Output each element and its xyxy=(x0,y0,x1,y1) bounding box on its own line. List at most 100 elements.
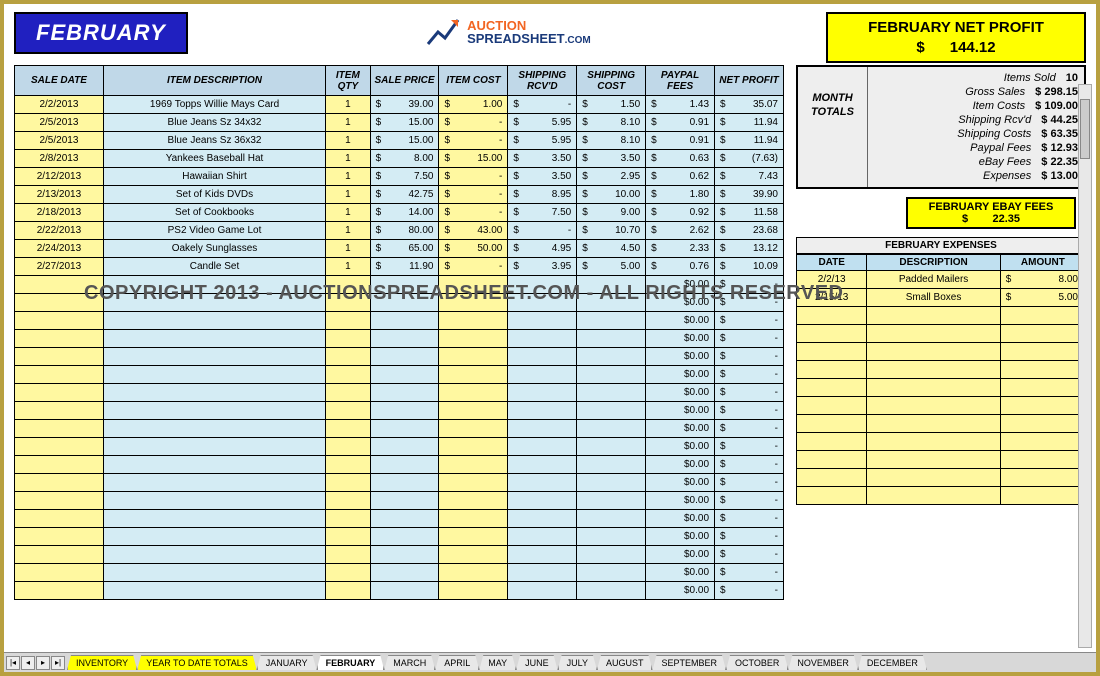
table-cell[interactable]: $- xyxy=(715,348,784,366)
table-cell[interactable]: $3.95 xyxy=(508,258,577,276)
table-cell[interactable] xyxy=(15,366,104,384)
table-cell[interactable]: 1 xyxy=(326,222,370,240)
table-cell[interactable]: 1 xyxy=(326,132,370,150)
table-cell[interactable]: $23.68 xyxy=(715,222,784,240)
table-cell[interactable]: $- xyxy=(439,258,508,276)
table-cell[interactable]: $11.94 xyxy=(715,114,784,132)
table-cell[interactable]: $11.94 xyxy=(715,132,784,150)
table-cell[interactable] xyxy=(370,348,439,366)
table-cell[interactable] xyxy=(326,582,370,600)
table-cell[interactable] xyxy=(370,294,439,312)
table-cell[interactable] xyxy=(1000,487,1085,505)
table-cell[interactable]: $0.00 xyxy=(646,348,715,366)
table-cell[interactable] xyxy=(1000,415,1085,433)
table-cell[interactable]: $0.00 xyxy=(646,582,715,600)
table-cell[interactable]: $13.12 xyxy=(715,240,784,258)
table-cell[interactable]: Candle Set xyxy=(103,258,325,276)
table-cell[interactable]: Small Boxes xyxy=(867,289,1000,307)
table-cell[interactable]: $50.00 xyxy=(439,240,508,258)
table-cell[interactable]: $0.00 xyxy=(646,366,715,384)
table-cell[interactable] xyxy=(577,564,646,582)
table-cell[interactable] xyxy=(1000,451,1085,469)
table-cell[interactable]: 2/15/13 xyxy=(797,289,867,307)
table-cell[interactable]: $- xyxy=(715,528,784,546)
table-cell[interactable] xyxy=(508,564,577,582)
table-cell[interactable]: $5.00 xyxy=(577,258,646,276)
table-cell[interactable]: $8.10 xyxy=(577,132,646,150)
table-cell[interactable] xyxy=(867,487,1000,505)
table-cell[interactable] xyxy=(103,330,325,348)
table-cell[interactable] xyxy=(1000,343,1085,361)
sheet-tab[interactable]: INVENTORY xyxy=(67,655,137,670)
table-cell[interactable]: $4.95 xyxy=(508,240,577,258)
table-cell[interactable] xyxy=(1000,397,1085,415)
table-cell[interactable] xyxy=(508,492,577,510)
table-cell[interactable] xyxy=(326,312,370,330)
table-cell[interactable] xyxy=(577,312,646,330)
table-cell[interactable] xyxy=(326,294,370,312)
table-cell[interactable] xyxy=(577,528,646,546)
table-cell[interactable] xyxy=(508,456,577,474)
table-cell[interactable]: $2.33 xyxy=(646,240,715,258)
table-cell[interactable]: $7.50 xyxy=(508,204,577,222)
table-cell[interactable] xyxy=(15,276,104,294)
table-cell[interactable] xyxy=(508,582,577,600)
table-cell[interactable]: 2/24/2013 xyxy=(15,240,104,258)
table-cell[interactable]: $- xyxy=(715,546,784,564)
table-cell[interactable] xyxy=(370,312,439,330)
table-cell[interactable] xyxy=(103,402,325,420)
table-cell[interactable]: $39.90 xyxy=(715,186,784,204)
table-cell[interactable] xyxy=(577,330,646,348)
table-cell[interactable]: Yankees Baseball Hat xyxy=(103,150,325,168)
table-cell[interactable] xyxy=(326,330,370,348)
table-cell[interactable] xyxy=(370,474,439,492)
table-cell[interactable] xyxy=(508,546,577,564)
table-cell[interactable] xyxy=(103,528,325,546)
table-cell[interactable]: $- xyxy=(715,474,784,492)
sheet-tab[interactable]: DECEMBER xyxy=(858,655,927,670)
table-cell[interactable]: $0.00 xyxy=(646,456,715,474)
table-cell[interactable] xyxy=(508,510,577,528)
table-cell[interactable] xyxy=(439,564,508,582)
table-cell[interactable] xyxy=(326,402,370,420)
table-cell[interactable] xyxy=(1000,469,1085,487)
table-cell[interactable] xyxy=(103,276,325,294)
table-cell[interactable] xyxy=(439,402,508,420)
table-cell[interactable] xyxy=(103,384,325,402)
table-cell[interactable]: $8.00 xyxy=(1000,271,1085,289)
table-cell[interactable] xyxy=(508,528,577,546)
table-cell[interactable] xyxy=(439,582,508,600)
table-cell[interactable]: 2/18/2013 xyxy=(15,204,104,222)
table-cell[interactable] xyxy=(1000,325,1085,343)
table-cell[interactable]: 2/22/2013 xyxy=(15,222,104,240)
table-cell[interactable]: $5.95 xyxy=(508,132,577,150)
table-cell[interactable]: $65.00 xyxy=(370,240,439,258)
table-cell[interactable]: $- xyxy=(439,168,508,186)
table-cell[interactable]: $- xyxy=(715,492,784,510)
table-cell[interactable]: $(7.63) xyxy=(715,150,784,168)
table-cell[interactable] xyxy=(15,294,104,312)
table-cell[interactable]: $8.00 xyxy=(370,150,439,168)
table-cell[interactable] xyxy=(103,438,325,456)
table-cell[interactable]: $- xyxy=(715,312,784,330)
table-cell[interactable]: $0.76 xyxy=(646,258,715,276)
table-cell[interactable]: $43.00 xyxy=(439,222,508,240)
table-cell[interactable] xyxy=(797,451,867,469)
table-cell[interactable] xyxy=(1000,379,1085,397)
table-cell[interactable]: $5.95 xyxy=(508,114,577,132)
table-cell[interactable] xyxy=(867,469,1000,487)
table-cell[interactable] xyxy=(439,474,508,492)
table-cell[interactable] xyxy=(577,510,646,528)
table-cell[interactable]: $- xyxy=(715,438,784,456)
table-cell[interactable] xyxy=(15,582,104,600)
table-cell[interactable] xyxy=(370,384,439,402)
table-cell[interactable]: $- xyxy=(715,564,784,582)
table-cell[interactable]: $7.43 xyxy=(715,168,784,186)
table-cell[interactable] xyxy=(15,546,104,564)
table-cell[interactable] xyxy=(867,433,1000,451)
sheet-tab[interactable]: OCTOBER xyxy=(726,655,788,670)
table-cell[interactable]: $10.09 xyxy=(715,258,784,276)
table-cell[interactable]: $- xyxy=(715,456,784,474)
sheet-tab[interactable]: MAY xyxy=(479,655,516,670)
table-cell[interactable] xyxy=(326,384,370,402)
